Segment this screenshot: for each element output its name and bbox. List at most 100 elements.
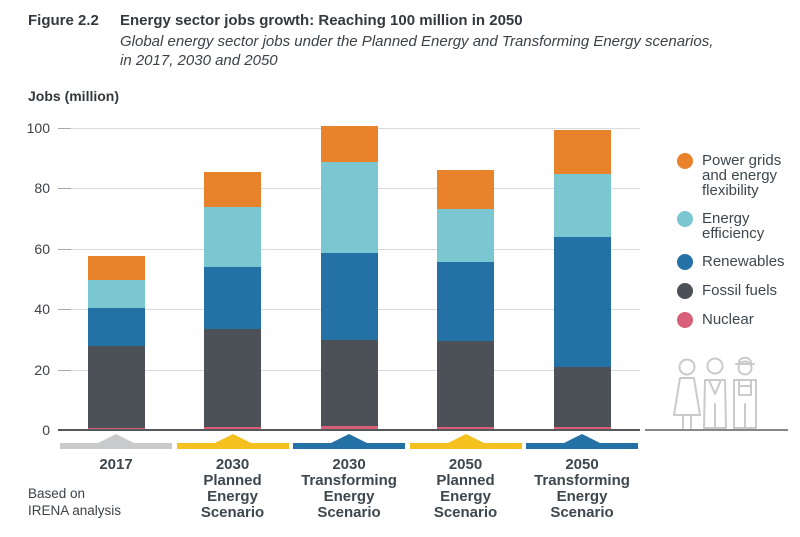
category-label-line: Energy <box>556 488 608 505</box>
scenario-marker-band <box>409 443 522 449</box>
bar-segment-energy-efficiency <box>320 162 378 253</box>
scenario-marker-triangle <box>98 434 134 443</box>
source-line1: Based on <box>28 486 86 501</box>
bar-segment-nuclear <box>320 426 378 430</box>
legend-swatch <box>677 254 693 270</box>
legend-item-power-grids-and-energy-flexibility: Power grids and energy flexibility <box>677 153 797 198</box>
bar-segment-nuclear <box>553 427 611 430</box>
legend-label: Fossil fuels <box>702 282 778 299</box>
y-tick-mark <box>58 369 71 371</box>
category-label: 2050 Transforming Energy Scenario <box>522 457 642 521</box>
scenario-marker-band <box>526 443 638 449</box>
scenario-marker-triangle <box>447 434 484 443</box>
workers-icon <box>673 356 757 429</box>
bar-segment-power-grids-and-energy-flexibility <box>320 126 378 163</box>
workers-baseline <box>645 429 788 431</box>
legend-item-fossil-fuels: Fossil fuels <box>677 283 797 299</box>
bar-segment-renewables <box>553 237 611 368</box>
bar-2030-transforming-energy-scenario <box>320 126 378 430</box>
x-axis-line <box>58 429 640 431</box>
category-label-line: 2017 <box>99 456 133 473</box>
legend-item-renewables: Renewables <box>677 254 797 270</box>
category-label-line: Transforming <box>534 472 630 489</box>
y-tick-mark <box>58 188 71 190</box>
figure-subtitle-line2: in 2017, 2030 and 2050 <box>120 52 278 69</box>
person-icon <box>706 357 724 375</box>
bar-segment-power-grids-and-energy-flexibility <box>553 130 611 174</box>
legend-swatch <box>677 283 693 299</box>
category-label: 2050 Planned Energy Scenario <box>406 457 526 521</box>
y-tick-mark <box>58 309 71 311</box>
bar-segment-renewables <box>87 308 145 347</box>
bar-segment-power-grids-and-energy-flexibility <box>204 172 261 207</box>
y-tick-label: 0 <box>42 422 50 438</box>
scenario-marker-band <box>176 443 289 449</box>
figure-title: Energy sector jobs growth: Reaching 100 … <box>120 12 523 29</box>
bar-segment-fossil-fuels <box>437 340 494 427</box>
bar-2030-planned-energy-scenario <box>204 172 261 430</box>
category-label-line: Planned <box>203 472 262 489</box>
bar-segment-nuclear <box>87 427 145 430</box>
bar-segment-nuclear <box>437 426 494 430</box>
y-tick-label: 100 <box>26 120 50 136</box>
y-tick-label: 20 <box>34 361 50 378</box>
scenario-marker-triangle <box>331 434 367 443</box>
bar-segment-renewables <box>437 262 494 341</box>
category-label-line: Scenario <box>317 504 381 521</box>
scenario-marker-band <box>293 443 405 449</box>
source-line2: IRENA analysis <box>28 503 122 518</box>
category-label-line: Scenario <box>550 504 614 521</box>
bar-segment-energy-efficiency <box>204 206 261 268</box>
category-label: 2030 Planned Energy Scenario <box>173 457 293 521</box>
legend-label: Nuclear <box>702 311 754 328</box>
bar-segment-energy-efficiency <box>553 173 611 238</box>
category-label-line: Energy <box>323 488 375 505</box>
legend-swatch <box>677 153 693 169</box>
bar-segment-fossil-fuels <box>204 328 261 427</box>
bar-segment-nuclear <box>204 426 261 430</box>
y-tick-mark <box>58 128 71 129</box>
scenario-marker-triangle <box>564 434 600 443</box>
y-tick-mark <box>58 248 71 250</box>
figure-subtitle-line1: Global energy sector jobs under the Plan… <box>120 33 714 50</box>
source-note: Based on IRENA analysis <box>28 485 121 519</box>
bar-2017 <box>87 256 145 430</box>
category-label-line: Scenario <box>200 504 265 521</box>
bar-2050-transforming-energy-scenario <box>553 130 611 430</box>
y-tick-label: 80 <box>34 180 50 197</box>
scenario-marker-band <box>60 443 172 449</box>
bar-segment-power-grids-and-energy-flexibility <box>437 170 494 210</box>
bar-segment-power-grids-and-energy-flexibility <box>87 256 145 280</box>
scenario-marker-triangle <box>214 434 251 443</box>
legend-label: Renewables <box>702 253 785 270</box>
legend-item-energy-efficiency: Energy efficiency <box>677 211 797 241</box>
y-axis-title: Jobs (million) <box>28 88 119 104</box>
bar-segment-fossil-fuels <box>553 367 611 428</box>
bar-segment-fossil-fuels <box>320 340 378 427</box>
category-label: 2030 Transforming Energy Scenario <box>289 457 409 521</box>
chart-legend: Power grids and energy flexibility Energy… <box>677 153 797 341</box>
bar-segment-energy-efficiency <box>87 279 145 309</box>
bar-segment-fossil-fuels <box>87 346 145 428</box>
legend-swatch <box>677 312 693 328</box>
y-tick-label: 60 <box>34 240 50 257</box>
category-label-line: 2030 <box>332 456 366 473</box>
legend-label: Power grids and energy flexibility <box>702 152 782 199</box>
legend-label: Energy efficiency <box>702 210 765 242</box>
category-label-line: Energy <box>440 488 491 505</box>
category-label-line: 2050 <box>448 456 483 473</box>
category-label-line: Planned <box>436 472 495 489</box>
category-label-line: 2050 <box>565 456 599 473</box>
bar-segment-renewables <box>204 267 261 329</box>
woman-icon <box>678 358 696 376</box>
bar-segment-renewables <box>320 252 378 341</box>
category-label-line: Transforming <box>301 472 397 489</box>
construction-worker-icon <box>737 360 753 376</box>
category-label-line: Scenario <box>433 504 498 521</box>
y-tick-label: 40 <box>34 301 50 318</box>
bar-2050-planned-energy-scenario <box>437 170 494 430</box>
category-label-line: Energy <box>207 488 258 505</box>
figure-number: Figure 2.2 <box>28 12 99 29</box>
legend-item-nuclear: Nuclear <box>677 312 797 328</box>
